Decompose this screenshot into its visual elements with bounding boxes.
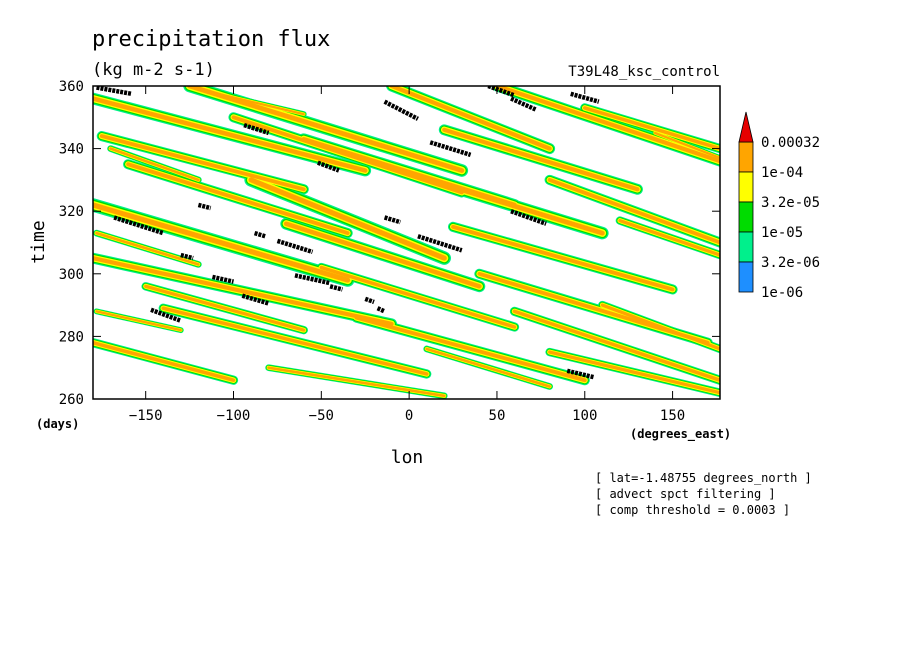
precip-streak-7 (161, 306, 429, 376)
threshold-marker-12 (329, 284, 343, 292)
colorbar-label: 1e-05 (761, 225, 803, 241)
colorbar-label: 3.2e-05 (761, 195, 820, 211)
precip-streak-6 (144, 284, 306, 332)
x-tick-label: 0 (405, 408, 413, 424)
precip-streak-22 (547, 177, 720, 245)
threshold-marker-5 (211, 274, 234, 284)
precip-streak-10 (248, 177, 447, 261)
precip-streak-16 (406, 171, 605, 236)
colorbar-label: 1e-06 (761, 285, 803, 301)
x-tick-label: 50 (489, 408, 506, 424)
threshold-markers (96, 86, 600, 380)
x-axis-unit: (degrees_east) (630, 427, 731, 442)
chart-title: precipitation flux (92, 27, 330, 52)
precip-streak-5 (126, 162, 350, 236)
threshold-marker-23 (566, 368, 595, 380)
threshold-marker-9 (276, 238, 314, 255)
threshold-marker-18 (429, 140, 472, 158)
threshold-marker-1 (113, 215, 164, 236)
x-tick-label: 150 (660, 408, 685, 424)
precip-streak-30 (267, 366, 446, 398)
threshold-marker-20 (510, 96, 537, 112)
precip-streak-31 (425, 347, 551, 388)
threshold-marker-8 (253, 230, 266, 239)
threshold-marker-3 (180, 252, 194, 261)
precip-streak-29 (95, 310, 182, 332)
note-filtering: [ advect spct filtering ] (595, 487, 776, 501)
run-label: T39L48_ksc_control (568, 64, 720, 80)
precip-streak-18 (451, 224, 675, 292)
threshold-marker-2 (150, 307, 182, 323)
precip-streak-32 (653, 131, 720, 160)
precip-streak-27 (109, 147, 200, 182)
precip-streak-28 (95, 231, 200, 266)
precip-streak-23 (583, 106, 720, 151)
threshold-marker-21 (510, 209, 547, 226)
threshold-marker-22 (570, 91, 600, 104)
x-tick-label: −50 (309, 408, 334, 424)
threshold-marker-16 (383, 215, 401, 225)
y-tick-label: 300 (59, 267, 84, 283)
colorbar-legend: 0.00032 1e-04 3.2e-05 1e-05 3.2e-06 1e-06 (738, 111, 820, 301)
x-tick-label: −150 (129, 408, 163, 424)
y-axis-label: time (28, 220, 49, 263)
y-axis-unit: (days) (36, 417, 79, 431)
plot-frame (92, 85, 721, 400)
y-tick-label: 360 (59, 79, 84, 95)
threshold-marker-14 (376, 306, 386, 314)
precip-streak-17 (442, 127, 640, 192)
threshold-marker-17 (417, 234, 463, 253)
threshold-marker-10 (294, 273, 331, 286)
y-tick-label: 320 (59, 204, 84, 220)
threshold-marker-4 (197, 202, 212, 211)
precip-streak-12 (319, 265, 517, 329)
y-tick-label: 280 (59, 329, 84, 345)
colorbar-swatch (738, 261, 754, 293)
precip-streak-26 (548, 350, 720, 395)
colorbar-swatch (738, 171, 754, 203)
colorbar-max-arrow (738, 111, 754, 143)
colorbar-swatch (738, 141, 754, 173)
precip-streak-25 (600, 303, 720, 351)
threshold-marker-0 (96, 86, 133, 97)
threshold-marker-7 (241, 293, 270, 306)
threshold-marker-13 (364, 296, 375, 305)
precip-streak-1 (93, 256, 394, 326)
precip-streak-20 (512, 309, 720, 382)
precip-streak-24 (618, 218, 720, 257)
threshold-marker-15 (383, 99, 419, 121)
precip-streak-0 (93, 202, 351, 283)
precip-streak-15 (389, 86, 552, 151)
colorbar-label: 3.2e-06 (761, 255, 820, 271)
precip-streak-11 (283, 221, 482, 289)
precipitation-field (93, 86, 720, 399)
precip-streak-8 (187, 86, 465, 173)
threshold-marker-19 (487, 86, 516, 98)
precip-streak-3 (93, 96, 368, 173)
y-tick-label: 340 (59, 142, 84, 158)
chart-units: (kg m-2 s-1) (92, 60, 215, 80)
threshold-marker-11 (317, 160, 340, 173)
precip-streak-21 (494, 86, 720, 164)
x-tick-label: −100 (217, 408, 251, 424)
threshold-marker-6 (243, 122, 270, 136)
axes: −150 −100 −50 0 50 100 150 260 280 300 320 340 360 (59, 79, 720, 424)
x-tick-label: 100 (572, 408, 597, 424)
x-axis-label: lon (391, 447, 424, 468)
precip-streak-13 (354, 315, 587, 383)
colorbar-swatch (738, 231, 754, 263)
note-threshold: [ comp threshold = 0.0003 ] (595, 503, 790, 517)
colorbar-swatch (738, 201, 754, 233)
precip-streak-4 (99, 134, 306, 192)
precip-streak-2 (93, 340, 236, 382)
precip-streak-33 (197, 88, 305, 116)
colorbar-label: 1e-04 (761, 165, 803, 181)
note-latitude: [ lat=-1.48755 degrees_north ] (595, 471, 812, 485)
colorbar-label: 0.00032 (761, 135, 820, 151)
y-tick-label: 260 (59, 392, 84, 408)
